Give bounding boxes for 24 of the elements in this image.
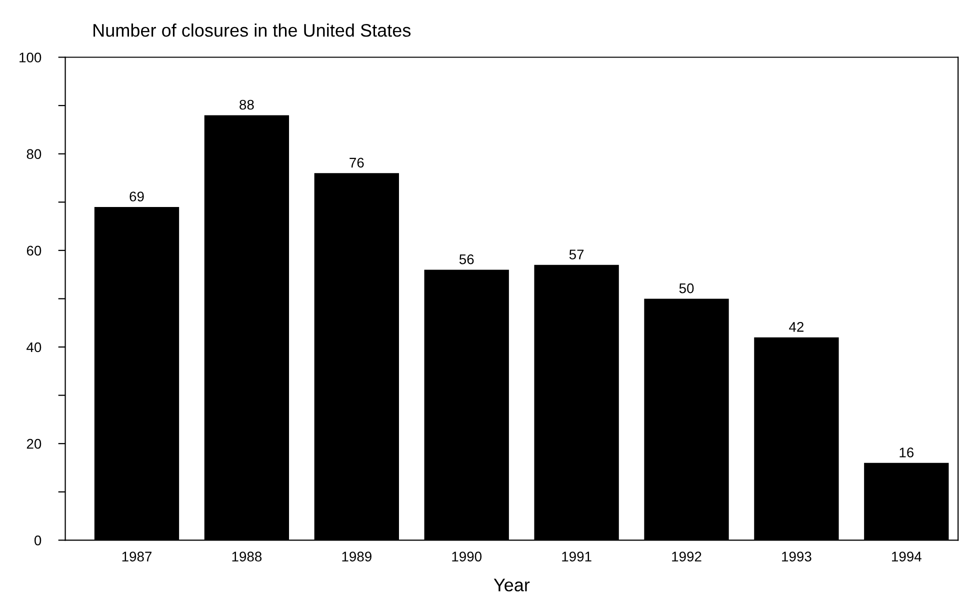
data-label: 69: [130, 192, 144, 202]
data-label: 42: [789, 322, 804, 332]
y-axis-title: Number of closures in the United States: [94, 24, 411, 37]
data-label: 56: [459, 254, 474, 264]
y-tick-label: 100: [20, 52, 42, 62]
x-axis-title: Year: [494, 578, 530, 592]
data-label: 50: [679, 283, 694, 294]
data-label: 16: [900, 448, 914, 458]
y-tick-label: 20: [26, 438, 42, 449]
y-tick-label: 80: [26, 149, 42, 160]
y-tick-label: 60: [26, 246, 42, 256]
y-tick-label: 40: [26, 342, 42, 352]
data-label: 76: [350, 158, 364, 168]
x-tick-label: 1992: [672, 552, 702, 562]
x-tick-label: 1989: [342, 552, 372, 562]
x-tick-label: 1987: [122, 552, 152, 562]
data-label: 88: [240, 100, 254, 110]
x-tick-label: 1993: [782, 552, 812, 562]
x-tick-label: 1994: [892, 552, 922, 562]
x-tick-label: 1991: [562, 552, 592, 562]
data-label: 57: [569, 250, 584, 260]
y-tick-label: 0: [34, 536, 42, 546]
x-tick-label: 1990: [452, 552, 482, 562]
x-tick-label: 1988: [232, 552, 262, 562]
